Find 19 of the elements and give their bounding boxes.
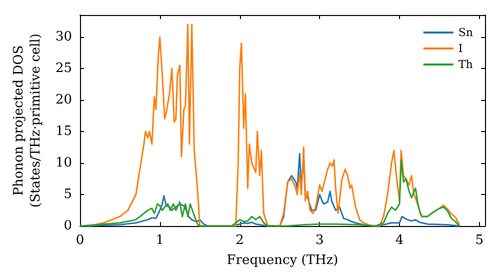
legend-label: I (458, 42, 463, 55)
legend-label: Sn (458, 26, 474, 39)
legend-label: Th (458, 58, 473, 71)
y-axis-title: Phonon projected DOS (States/THz·primitive cell) (12, 33, 44, 208)
x-tick-label: 2 (236, 233, 244, 248)
y-tick-label: 25 (55, 61, 72, 76)
y-tick-label: 20 (55, 92, 72, 108)
x-axis-title: Frequency (THz) (226, 252, 338, 268)
line-series (87, 24, 460, 227)
x-tick-label: 5 (475, 233, 484, 248)
y-tick-label: 10 (55, 156, 72, 171)
y-tick-label: 30 (55, 30, 72, 45)
x-tick-label: 1 (156, 233, 164, 248)
y-tick-label: 5 (64, 187, 72, 202)
x-tick-label: 4 (395, 233, 404, 248)
x-tick-label: 0 (76, 233, 84, 248)
y-tick-label: 0 (64, 218, 72, 234)
y-tick-label: 15 (55, 124, 72, 140)
x-tick-label: 3 (316, 233, 324, 248)
